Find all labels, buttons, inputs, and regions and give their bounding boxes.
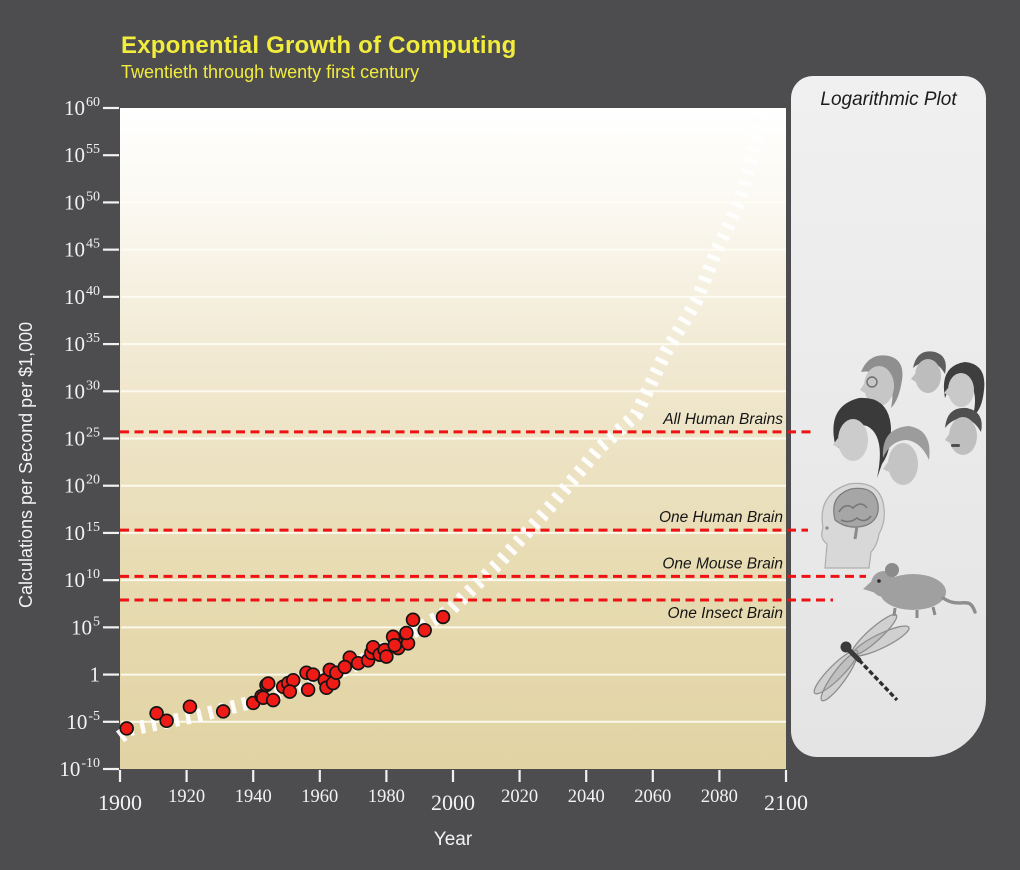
y-tick-label: 10-5 <box>66 709 100 734</box>
data-point <box>379 649 394 664</box>
data-point <box>182 699 198 714</box>
data-point <box>325 675 341 691</box>
data-point <box>350 655 366 671</box>
x-tick-label: 1920 <box>168 787 205 807</box>
y-tick-label: 1015 <box>64 520 100 545</box>
data-point <box>360 653 376 668</box>
threshold-label: One Human Brain <box>659 509 783 526</box>
panel-title: Logarithmic Plot <box>820 89 957 110</box>
threshold-label: One Insect Brain <box>668 605 783 622</box>
data-point <box>259 677 274 693</box>
data-point <box>337 659 353 675</box>
data-points <box>119 609 451 736</box>
y-tick-label: 10-10 <box>59 756 100 781</box>
data-point <box>400 636 416 651</box>
head-with-brain-icon <box>821 482 885 569</box>
x-tick-label: 2020 <box>501 787 538 807</box>
threshold-lines: All Human Brains One Human Brain One Mouse… <box>120 411 866 622</box>
y-tick-label: 1040 <box>64 284 100 309</box>
data-point <box>329 665 344 680</box>
x-tick-label: 2080 <box>701 787 738 807</box>
y-tick-label: 1055 <box>64 142 100 167</box>
y-tick-label: 1030 <box>64 378 100 403</box>
data-point <box>265 692 281 708</box>
logarithmic-plot-panel: Logarithmic Plot <box>791 76 986 757</box>
y-tick-label: 1020 <box>64 473 100 498</box>
x-tick-label: 2060 <box>634 787 671 807</box>
y-tick-label: 1045 <box>64 237 100 262</box>
x-tick-label: 1960 <box>301 787 338 807</box>
x-axis-label: Year <box>433 829 473 850</box>
chart-title: Exponential Growth of Computing <box>121 32 517 59</box>
data-point <box>364 645 379 661</box>
x-axis: 1900 1920 1940 1960 1980 2000 2020 2040 2060 2080… <box>98 770 808 815</box>
data-point <box>119 721 134 736</box>
data-point <box>275 679 291 695</box>
data-point <box>385 629 401 645</box>
data-point <box>245 695 261 711</box>
data-point <box>317 672 333 688</box>
data-point <box>300 682 316 697</box>
data-point <box>149 706 164 721</box>
data-point <box>365 639 381 655</box>
y-tick-label: 1 <box>90 663 101 687</box>
x-tick-label: 2100 <box>764 790 808 815</box>
y-axis: 1060 1055 1050 1045 1040 1035 1030 1025 1020 1015… <box>59 95 119 781</box>
data-point <box>260 676 276 691</box>
data-point <box>390 640 406 656</box>
x-tick-label: 1900 <box>98 790 142 815</box>
y-tick-label: 1035 <box>64 331 100 356</box>
group-of-human-heads-icon <box>833 351 985 485</box>
data-point <box>399 625 414 641</box>
data-point <box>254 689 269 704</box>
data-point <box>372 647 387 662</box>
y-axis-label: Calculations per Second per $1,000 <box>16 321 36 608</box>
data-point <box>405 612 421 628</box>
panel-illustrations <box>813 351 985 702</box>
data-point <box>322 662 338 678</box>
data-point <box>282 684 298 699</box>
x-tick-label: 1980 <box>368 787 405 807</box>
trend-line <box>115 110 770 743</box>
y-tick-label: 1025 <box>64 426 100 451</box>
data-point <box>305 667 321 682</box>
threshold-label: One Mouse Brain <box>662 555 783 572</box>
y-tick-label: 1060 <box>64 95 100 120</box>
x-tick-label: 2040 <box>568 787 605 807</box>
data-point <box>215 704 231 719</box>
data-point <box>435 609 451 625</box>
data-point <box>417 622 432 638</box>
plot-area <box>120 108 786 769</box>
data-point <box>319 680 334 696</box>
data-point <box>377 642 392 658</box>
data-point <box>255 690 271 705</box>
dragonfly-icon <box>813 613 910 702</box>
y-tick-label: 1050 <box>64 189 100 214</box>
data-point <box>285 672 301 688</box>
x-tick-label: 2000 <box>431 790 475 815</box>
data-point <box>342 650 358 665</box>
y-tick-label: 1010 <box>64 567 100 592</box>
data-point <box>280 675 296 691</box>
threshold-label: All Human Brains <box>662 411 783 428</box>
y-tick-label: 105 <box>71 614 100 639</box>
mouse-icon <box>863 563 977 618</box>
data-point <box>159 713 174 729</box>
data-point <box>389 635 404 651</box>
x-tick-label: 1940 <box>235 787 272 807</box>
chart-subtitle: Twentieth through twenty first century <box>121 62 420 82</box>
gridlines <box>121 154 786 723</box>
data-point <box>387 638 402 653</box>
data-point <box>299 665 314 680</box>
